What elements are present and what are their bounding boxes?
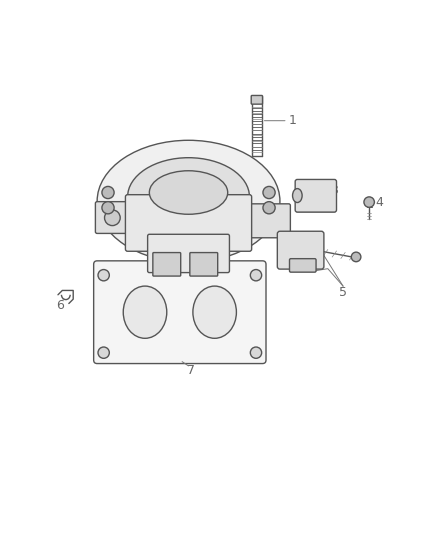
Circle shape bbox=[364, 197, 374, 207]
Circle shape bbox=[263, 201, 275, 214]
Text: 3: 3 bbox=[330, 184, 338, 197]
Ellipse shape bbox=[123, 286, 167, 338]
Circle shape bbox=[351, 252, 361, 262]
FancyBboxPatch shape bbox=[125, 195, 252, 251]
Circle shape bbox=[102, 187, 114, 199]
Text: 6: 6 bbox=[56, 299, 64, 312]
Circle shape bbox=[102, 201, 114, 214]
Circle shape bbox=[98, 347, 110, 358]
FancyBboxPatch shape bbox=[153, 253, 181, 276]
Circle shape bbox=[98, 270, 110, 281]
Text: 2: 2 bbox=[165, 164, 173, 177]
Circle shape bbox=[251, 270, 261, 281]
Circle shape bbox=[263, 187, 275, 199]
FancyBboxPatch shape bbox=[290, 259, 316, 272]
FancyBboxPatch shape bbox=[277, 231, 324, 269]
Ellipse shape bbox=[293, 189, 302, 203]
Ellipse shape bbox=[127, 158, 250, 236]
Text: 4: 4 bbox=[376, 196, 384, 208]
FancyBboxPatch shape bbox=[295, 180, 336, 212]
FancyBboxPatch shape bbox=[95, 201, 138, 233]
Text: 1: 1 bbox=[289, 114, 297, 127]
FancyBboxPatch shape bbox=[251, 95, 262, 104]
Ellipse shape bbox=[149, 171, 228, 214]
Text: 7: 7 bbox=[187, 365, 195, 377]
FancyBboxPatch shape bbox=[297, 202, 335, 212]
FancyBboxPatch shape bbox=[94, 261, 266, 364]
FancyBboxPatch shape bbox=[190, 253, 218, 276]
Ellipse shape bbox=[193, 286, 237, 338]
FancyBboxPatch shape bbox=[248, 204, 290, 238]
Ellipse shape bbox=[97, 140, 280, 262]
FancyBboxPatch shape bbox=[148, 235, 230, 272]
Text: 5: 5 bbox=[339, 286, 347, 299]
Circle shape bbox=[251, 347, 261, 358]
Circle shape bbox=[105, 210, 120, 225]
FancyBboxPatch shape bbox=[297, 180, 335, 190]
